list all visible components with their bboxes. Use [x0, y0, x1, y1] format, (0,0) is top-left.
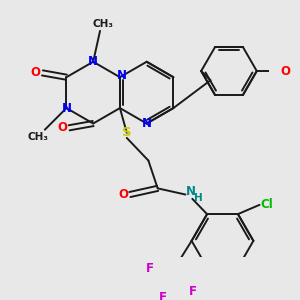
Text: N: N [117, 69, 127, 82]
Text: N: N [61, 102, 71, 115]
Text: F: F [146, 262, 154, 275]
Text: CH₃: CH₃ [93, 19, 114, 29]
Text: F: F [189, 285, 197, 298]
Text: O: O [281, 64, 291, 77]
Text: S: S [122, 126, 132, 139]
Text: H: H [194, 193, 203, 203]
Text: N: N [88, 55, 98, 68]
Text: O: O [31, 66, 40, 80]
Text: F: F [159, 291, 167, 300]
Text: N: N [186, 185, 196, 199]
Text: Cl: Cl [260, 198, 273, 211]
Text: O: O [57, 121, 67, 134]
Text: O: O [118, 188, 128, 201]
Text: N: N [142, 117, 152, 130]
Text: CH₃: CH₃ [28, 131, 49, 142]
